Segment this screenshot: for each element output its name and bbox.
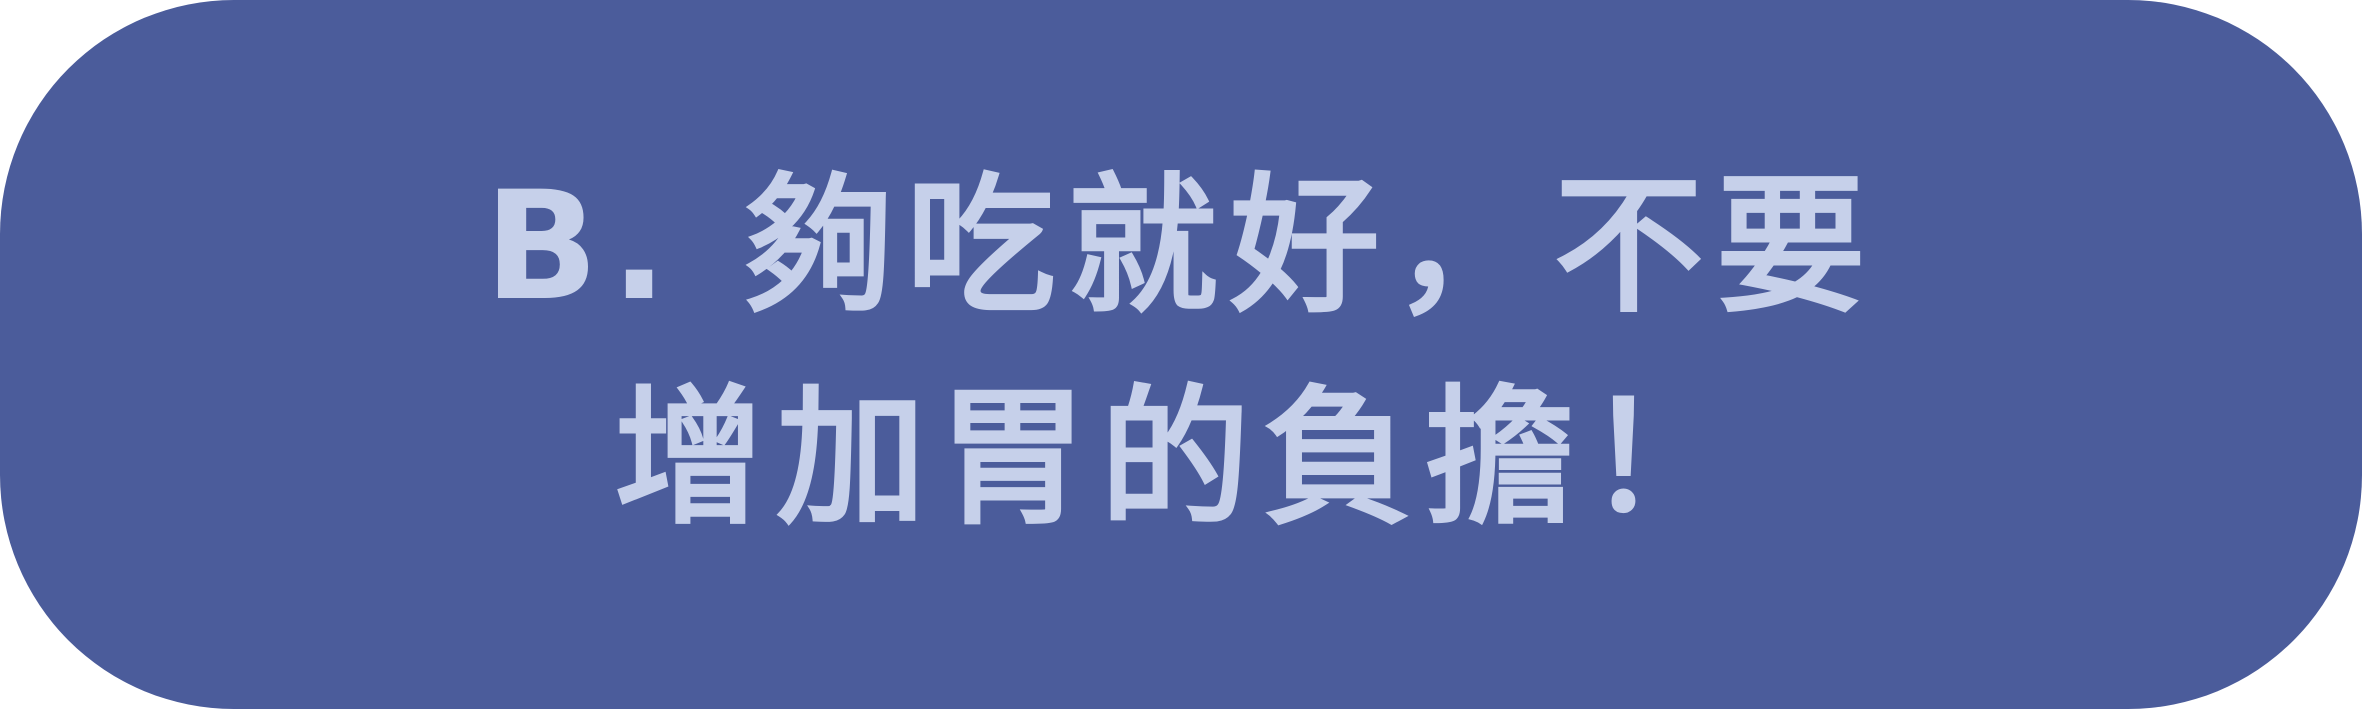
option-text-line-1: B. 夠吃就好，不要 [484, 159, 1878, 334]
option-text-line-2: 增加胃的負擔！ [613, 371, 1748, 546]
